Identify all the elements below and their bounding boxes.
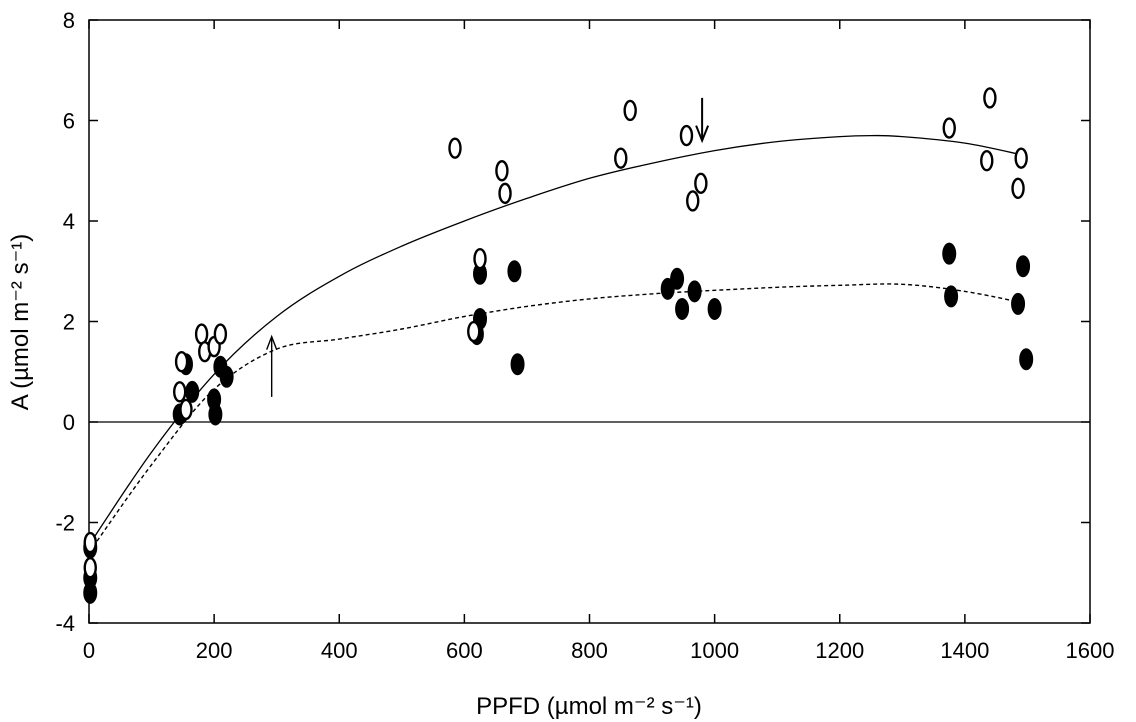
data-point-filled — [707, 297, 722, 320]
x-axis-title: PPFD (µmol m⁻² s⁻¹) — [476, 693, 702, 720]
arrow-up-head — [266, 334, 278, 350]
y-axis: -4 -2 0 2 4 6 8 — [55, 8, 1090, 636]
data-point-open — [983, 87, 997, 109]
y-tick-label: 4 — [63, 209, 75, 234]
data-point-filled — [670, 267, 685, 290]
data-point-open — [174, 351, 189, 373]
data-point-open — [623, 99, 637, 122]
data-point-open — [213, 323, 228, 345]
data-point-open — [614, 147, 628, 169]
arrow-down-head — [695, 125, 710, 144]
data-points — [83, 87, 1034, 604]
x-tick-label: 1400 — [940, 638, 989, 663]
x-tick-label: 800 — [571, 638, 608, 663]
data-point-open — [980, 149, 994, 172]
data-point-open — [179, 398, 193, 421]
x-tick-label: 400 — [321, 638, 358, 663]
data-point-open — [173, 381, 187, 403]
data-point-filled — [1016, 255, 1031, 278]
data-point-filled — [942, 242, 957, 265]
fit-curves — [88, 134, 1022, 554]
y-tick-label: 2 — [63, 310, 75, 335]
data-point-filled — [1019, 348, 1034, 371]
data-point-open — [83, 557, 97, 579]
y-tick-label: 6 — [63, 109, 75, 134]
x-tick-label: 200 — [196, 638, 233, 663]
x-tick-label: 1600 — [1066, 638, 1115, 663]
fit-curve-series-2 — [88, 283, 1022, 554]
data-point-filled — [1011, 292, 1026, 315]
data-point-filled — [687, 280, 702, 303]
fit-curve-series-1 — [88, 134, 1022, 546]
annotations — [266, 97, 710, 397]
data-point-filled — [675, 297, 690, 320]
y-tick-label: -4 — [55, 611, 75, 636]
data-point-open — [686, 190, 700, 212]
data-point-open — [498, 182, 512, 205]
data-point-open — [467, 320, 481, 343]
data-point-filled — [83, 581, 98, 604]
data-point-open — [942, 117, 956, 139]
data-point-open — [83, 531, 97, 554]
data-point-filled — [507, 260, 522, 283]
data-point-open — [1011, 177, 1025, 200]
data-point-open — [495, 160, 509, 182]
data-point-filled — [219, 365, 234, 388]
x-tick-label: 1000 — [690, 638, 739, 663]
x-tick-label: 0 — [83, 638, 95, 663]
y-tick-label: 8 — [63, 8, 75, 33]
data-point-filled — [208, 403, 223, 426]
y-axis-title: A (µmol m⁻² s⁻¹) — [7, 234, 34, 410]
data-point-open — [194, 323, 209, 345]
data-point-filled — [944, 285, 959, 308]
data-point-open — [679, 124, 694, 147]
x-axis: 0 200 400 600 800 1000 1200 1400 1600 — [83, 20, 1115, 663]
data-point-open — [448, 137, 462, 159]
data-point-open — [1014, 147, 1028, 169]
data-point-open — [694, 172, 708, 195]
x-tick-label: 600 — [446, 638, 483, 663]
x-tick-label: 1200 — [815, 638, 864, 663]
plot-frame — [88, 19, 1091, 624]
data-point-open — [473, 247, 487, 270]
y-tick-label: -2 — [55, 511, 75, 536]
y-tick-label: 0 — [63, 410, 75, 435]
data-point-filled — [510, 353, 525, 376]
